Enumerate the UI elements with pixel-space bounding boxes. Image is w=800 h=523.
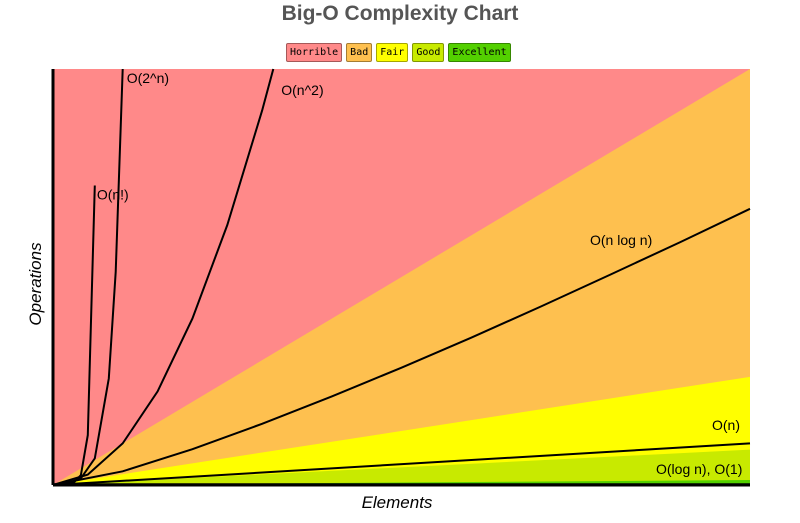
label-o-n-log-n: O(n log n) [590,232,652,248]
label-o-n-2: O(n^2) [281,82,323,98]
legend-item-good: Good [412,43,445,62]
legend-item-horrible: Horrible [286,43,343,62]
curve-o-n-log-n [52,207,751,486]
x-axis-label: Elements [361,493,433,512]
chart-title: Big-O Complexity Chart [281,2,519,25]
region-fair [53,376,750,485]
y-axis-label: Operations [26,242,45,326]
chart-legend: Horrible Bad Fair Good Excellent [286,43,511,62]
legend-item-bad: Bad [346,43,373,62]
label-o-2-n: O(2^n) [127,70,169,86]
region-good [53,449,750,485]
legend-item-fair: Fair [376,43,409,62]
curve-o-n-2 [52,68,275,486]
label-o-n: O(n) [712,417,740,433]
curve-o-n [52,442,751,486]
region-bad [53,69,750,485]
legend-item-excellent: Excellent [448,43,511,62]
label-o-log-n-o-1: O(log n), O(1) [656,461,742,477]
label-o-n: O(n!) [97,186,129,202]
